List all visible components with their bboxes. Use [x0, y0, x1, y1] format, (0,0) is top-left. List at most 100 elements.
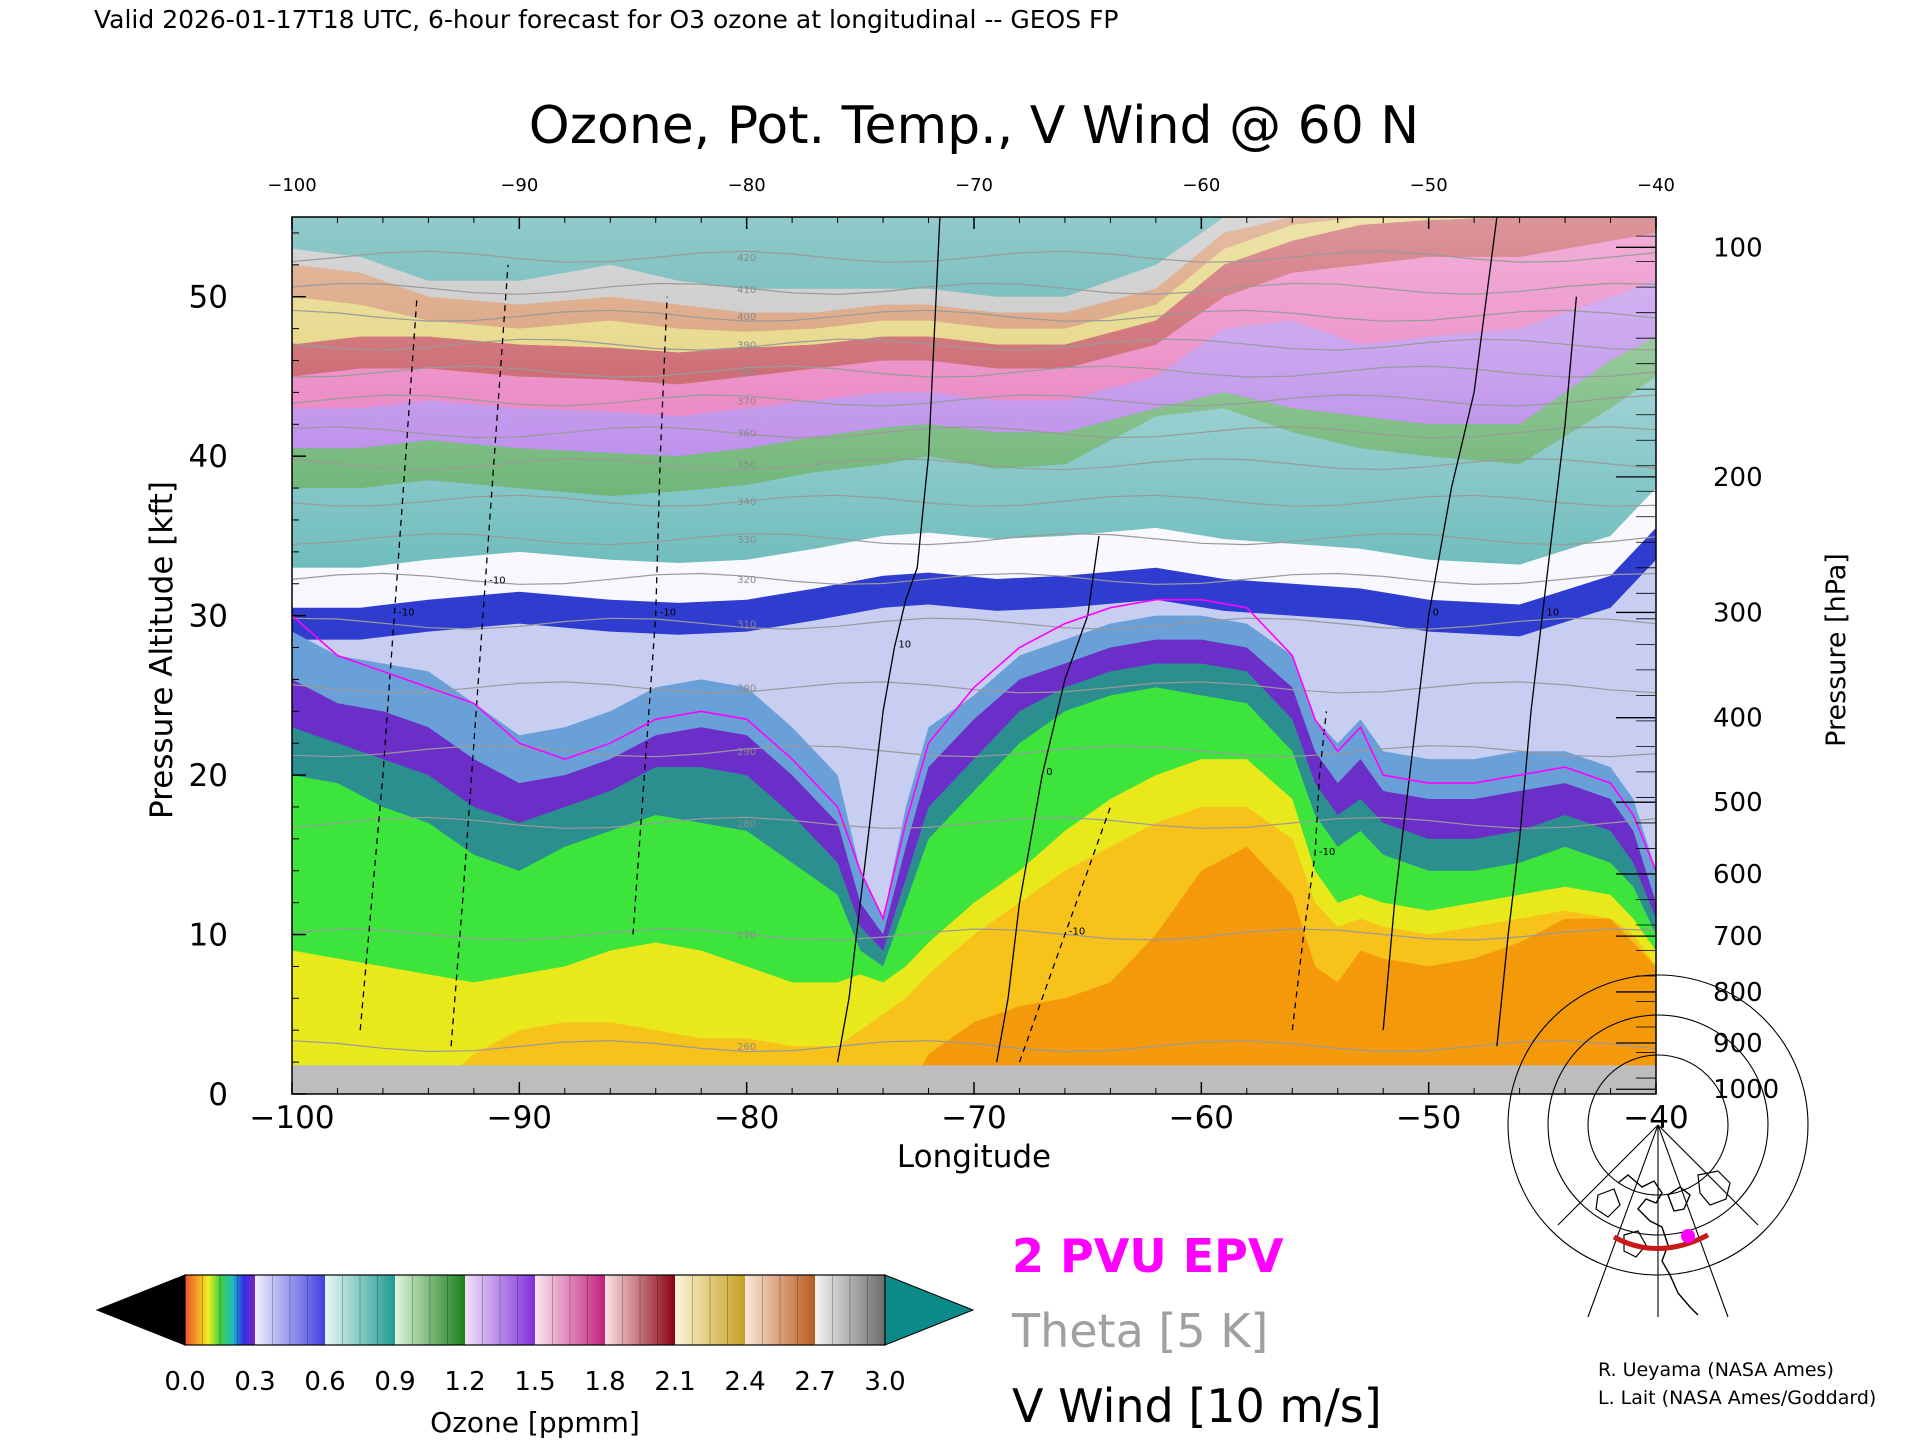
- pressure-tick-label: 300: [1713, 598, 1763, 628]
- y-tick-label: 20: [189, 758, 228, 794]
- colorbar-tick-label: 1.5: [514, 1367, 555, 1397]
- x-tick-label: −60: [1169, 1100, 1234, 1136]
- vwind-label: -10: [1319, 847, 1335, 858]
- vwind-label: -10: [1069, 927, 1085, 938]
- colorbar-tick-label: 1.8: [584, 1367, 625, 1397]
- vwind-label: 0: [1433, 608, 1439, 619]
- theta-contour: [292, 458, 1656, 471]
- y-tick-label: 50: [189, 280, 228, 316]
- colorbar-min-arrow: [95, 1274, 186, 1346]
- theta-contour: [292, 745, 1656, 758]
- pressure-tick-label: 100: [1713, 233, 1763, 263]
- pressure-tick-label: 1000: [1713, 1075, 1779, 1105]
- colorbar-segment: [815, 1275, 886, 1345]
- theta-contour: [292, 250, 1656, 263]
- theta-label: 390: [737, 341, 756, 352]
- theta-label: 420: [737, 253, 756, 264]
- theta-contour: [292, 282, 1656, 295]
- theta-label: 370: [737, 396, 756, 407]
- colorbar-segment: [185, 1275, 256, 1345]
- y-tick-label: 30: [189, 599, 228, 635]
- y-axis-label: Pressure Altitude [kft]: [144, 481, 180, 819]
- theta-contour: [292, 338, 1656, 351]
- vwind-label: 10: [898, 640, 911, 651]
- theta-label: 350: [737, 460, 756, 471]
- colorbar: 0.0 0.3 0.6 0.9 1.2 1.5 1.8 2.1 2.4 2.7 3.0: [95, 1274, 975, 1397]
- x-top-tick-label: −60: [1182, 175, 1220, 196]
- pv2-contour: [292, 598, 1656, 921]
- colorbar-segment: [325, 1275, 396, 1345]
- x-top-tick-label: −70: [955, 175, 993, 196]
- theta-label: 310: [737, 620, 756, 631]
- colorbar-max-arrow: [884, 1274, 975, 1346]
- theta-contour: [292, 533, 1656, 546]
- theta-label: 400: [737, 312, 756, 323]
- theta-label: 360: [737, 428, 756, 439]
- theta-contour: [292, 365, 1656, 378]
- x-axis-bottom: −100 −90 −80 −70 −60 −50 −40: [249, 217, 1689, 1136]
- pressure-tick-label: 800: [1713, 978, 1763, 1008]
- colorbar-segment: [465, 1275, 536, 1345]
- colorbar-tick-label: 1.2: [444, 1367, 485, 1397]
- y-axis-right: 100 200 300 400 500 600 700 800 900 1000: [1616, 233, 1779, 1105]
- legend-theta: Theta [5 K]: [1011, 1304, 1268, 1358]
- theta-contour: [292, 816, 1656, 830]
- x-tick-label: −90: [487, 1100, 552, 1136]
- theta-contour: [292, 426, 1656, 439]
- colorbar-tick-label: 2.7: [794, 1367, 835, 1397]
- theta-label: 330: [737, 535, 756, 546]
- x-axis-top: −100 −90 −80 −70 −60 −50 −40: [267, 175, 1675, 196]
- y-tick-label: 10: [189, 918, 228, 954]
- plot-area: 420 410 400 390 380 370 360 350 340 330 320 310 300 2…: [292, 217, 1656, 1094]
- credit-line-2: L. Lait (NASA Ames/Goddard): [1598, 1387, 1876, 1409]
- x-axis-label: Longitude: [897, 1139, 1051, 1175]
- theta-label: 380: [737, 368, 756, 379]
- pressure-tick-label: 900: [1713, 1029, 1763, 1059]
- colorbar-segment: [605, 1275, 676, 1345]
- y-axis-left: 0 10 20 30 40 50: [189, 232, 306, 1113]
- x-top-tick-label: −50: [1410, 175, 1448, 196]
- theta-contour: [292, 494, 1656, 507]
- locator-map-icon: [1507, 974, 1809, 1318]
- pressure-tick-label: 500: [1713, 788, 1763, 818]
- pressure-tick-label: 400: [1713, 704, 1763, 734]
- vwind-contour: [1018, 806, 1112, 1063]
- theta-label: 410: [737, 285, 756, 296]
- colorbar-frame: [184, 1274, 886, 1346]
- theta-contour: [292, 681, 1656, 694]
- colorbar-tick-label: 3.0: [864, 1367, 905, 1397]
- vwind-contour: [632, 296, 668, 935]
- vwind-label: 0: [1046, 767, 1052, 778]
- theta-label: 280: [737, 819, 756, 830]
- colorbar-segment: [255, 1275, 326, 1345]
- credit-line-1: R. Ueyama (NASA Ames): [1598, 1359, 1834, 1381]
- theta-label: 320: [737, 575, 756, 586]
- colorbar-segment: [395, 1275, 466, 1345]
- theta-contours: 420 410 400 390 380 370 360 350 340 330 320 310 300 2…: [292, 250, 1656, 1053]
- y-tick-label: 0: [208, 1077, 228, 1113]
- colorbar-segment: [675, 1275, 746, 1345]
- x-tick-label: −50: [1396, 1100, 1461, 1136]
- low-ozone-region: [292, 846, 1656, 1094]
- colorbar-tick-label: 0.3: [234, 1367, 275, 1397]
- theta-label: 300: [737, 683, 756, 694]
- y-axis-right-label: Pressure [hPa]: [1821, 553, 1852, 747]
- legend-epv: 2 PVU EPV: [1012, 1229, 1284, 1283]
- theta-contour: [292, 1040, 1656, 1053]
- vwind-contour: [836, 217, 941, 1063]
- theta-label: 260: [737, 1042, 756, 1053]
- x-tick-label: −100: [249, 1100, 334, 1136]
- vwind-contour: [1291, 711, 1328, 1031]
- vwind-contour: [450, 264, 509, 1047]
- colorbar-label: Ozone [ppmm]: [430, 1406, 640, 1439]
- x-top-tick-label: −40: [1637, 175, 1675, 196]
- vwind-contour: [1382, 217, 1498, 1031]
- vwind-label: -10: [398, 608, 414, 619]
- vwind-label: 10: [1546, 608, 1559, 619]
- pressure-tick-label: 200: [1713, 463, 1763, 493]
- low-ozone-regions: [292, 615, 1656, 1094]
- colorbar-tick-label: 0.0: [164, 1367, 205, 1397]
- theta-label: 290: [737, 747, 756, 758]
- x-top-tick-label: −90: [500, 175, 538, 196]
